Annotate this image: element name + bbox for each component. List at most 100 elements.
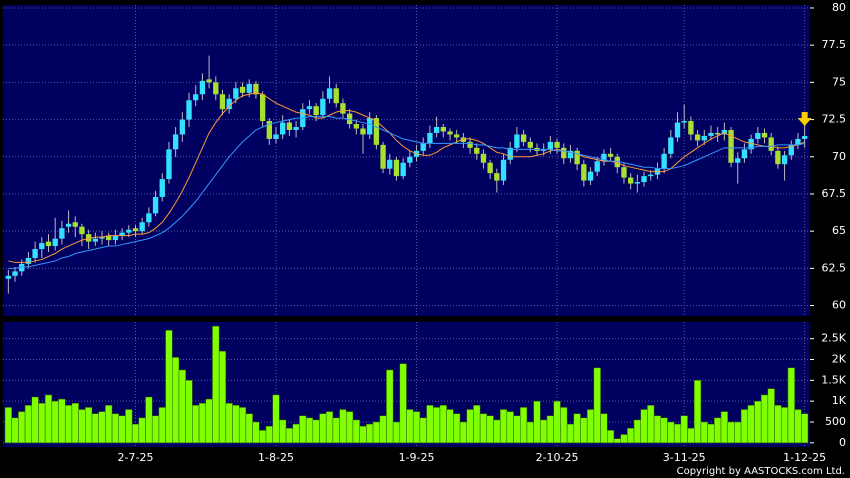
volume-bar — [232, 405, 240, 444]
volume-bar — [64, 405, 73, 444]
candle-body — [99, 237, 105, 239]
volume-bar — [580, 417, 588, 444]
volume-bar — [540, 419, 548, 444]
volume-bar — [439, 405, 447, 444]
candle-body — [801, 135, 808, 139]
volume-bar — [633, 419, 641, 444]
volume-bar — [158, 407, 166, 444]
candle-body — [614, 156, 620, 168]
candle-body — [694, 134, 701, 141]
candle-body — [166, 149, 172, 180]
volume-bar — [285, 428, 293, 444]
y-tick-label: 70 — [832, 150, 846, 163]
y-tick-label: 72.5 — [822, 113, 847, 126]
y-tick-label: 77.5 — [822, 38, 847, 51]
x-tick-label: 2-10-25 — [536, 451, 579, 464]
volume-bar — [325, 411, 334, 444]
volume-bar — [91, 413, 99, 444]
volume-bar — [479, 413, 488, 444]
volume-bar — [138, 417, 146, 444]
volume-bar — [118, 415, 126, 444]
volume-bar — [533, 400, 541, 444]
copyright: Copyright by AASTOCKS.com Ltd. — [677, 466, 845, 477]
candle-body — [480, 153, 487, 163]
candle-body — [32, 249, 38, 258]
volume-bar — [700, 421, 708, 444]
volume-bar — [740, 409, 749, 444]
candle-body — [45, 241, 52, 247]
candle-body — [407, 156, 413, 163]
volume-bar — [647, 405, 655, 444]
volume-bar — [11, 417, 19, 444]
volume-bar — [279, 419, 287, 444]
candle-body — [668, 137, 674, 154]
candle-body — [179, 119, 186, 135]
candle-body — [233, 88, 239, 99]
volume-bar — [607, 430, 615, 444]
volume-bar — [24, 405, 33, 444]
candle-body — [494, 173, 500, 181]
volume-bar — [85, 407, 93, 444]
candle-body — [306, 106, 313, 110]
volume-bar — [506, 411, 514, 444]
candle-body — [714, 132, 721, 135]
volume-bar — [44, 394, 53, 444]
volume-bar — [259, 430, 267, 444]
volume-bar — [453, 413, 461, 444]
candle-body — [454, 134, 460, 138]
volume-bar — [774, 405, 782, 444]
volume-bar — [272, 394, 280, 444]
candle-body — [741, 149, 748, 159]
candle-body — [527, 141, 533, 148]
volume-bar — [553, 400, 561, 444]
candle-body — [313, 106, 319, 116]
volume-bar — [359, 425, 367, 444]
candle-body — [146, 213, 152, 223]
volume-bar — [198, 403, 207, 444]
candle-body — [360, 128, 366, 135]
y-tick-label: 2K — [832, 353, 847, 366]
volume-bar — [473, 405, 481, 444]
volume-bar — [265, 425, 273, 444]
candle-body — [433, 127, 440, 133]
volume-bar — [727, 421, 735, 444]
candle-body — [728, 129, 734, 163]
y-tick-label: 75 — [832, 75, 846, 88]
volume-bar — [339, 409, 347, 444]
volume-bar — [459, 421, 467, 444]
candle-body — [500, 159, 507, 181]
candle-body — [280, 122, 286, 135]
volume-bar — [640, 409, 648, 444]
candle-body — [400, 162, 406, 177]
candle-body — [79, 226, 85, 235]
volume-bar — [212, 325, 220, 444]
candle-body — [132, 228, 139, 232]
volume-bar — [767, 388, 775, 444]
volume-bar — [419, 417, 427, 444]
volume-bar — [98, 411, 106, 444]
candle-body — [768, 137, 774, 151]
candle-body — [206, 79, 212, 83]
candle-body — [507, 147, 513, 160]
candle-body — [681, 121, 687, 123]
candle-body — [106, 235, 112, 241]
volume-bar — [185, 380, 193, 444]
volume-bar — [734, 421, 742, 444]
candle-body — [293, 127, 299, 130]
volume-bar — [660, 417, 668, 444]
candle-body — [755, 132, 761, 139]
y-tick-label: 1.5K — [821, 373, 846, 386]
volume-bar — [392, 421, 401, 444]
volume-bar — [620, 434, 628, 444]
volume-bar — [573, 413, 581, 444]
volume-bar — [412, 411, 421, 444]
volume-bar — [466, 409, 474, 444]
candle-body — [92, 238, 99, 242]
y-tick-label: 60 — [832, 299, 846, 312]
volume-bar — [446, 409, 454, 444]
candle-body — [627, 177, 634, 184]
y-tick-label: 62.5 — [822, 261, 847, 274]
volume-bar — [238, 407, 247, 444]
volume-bar — [760, 394, 769, 444]
